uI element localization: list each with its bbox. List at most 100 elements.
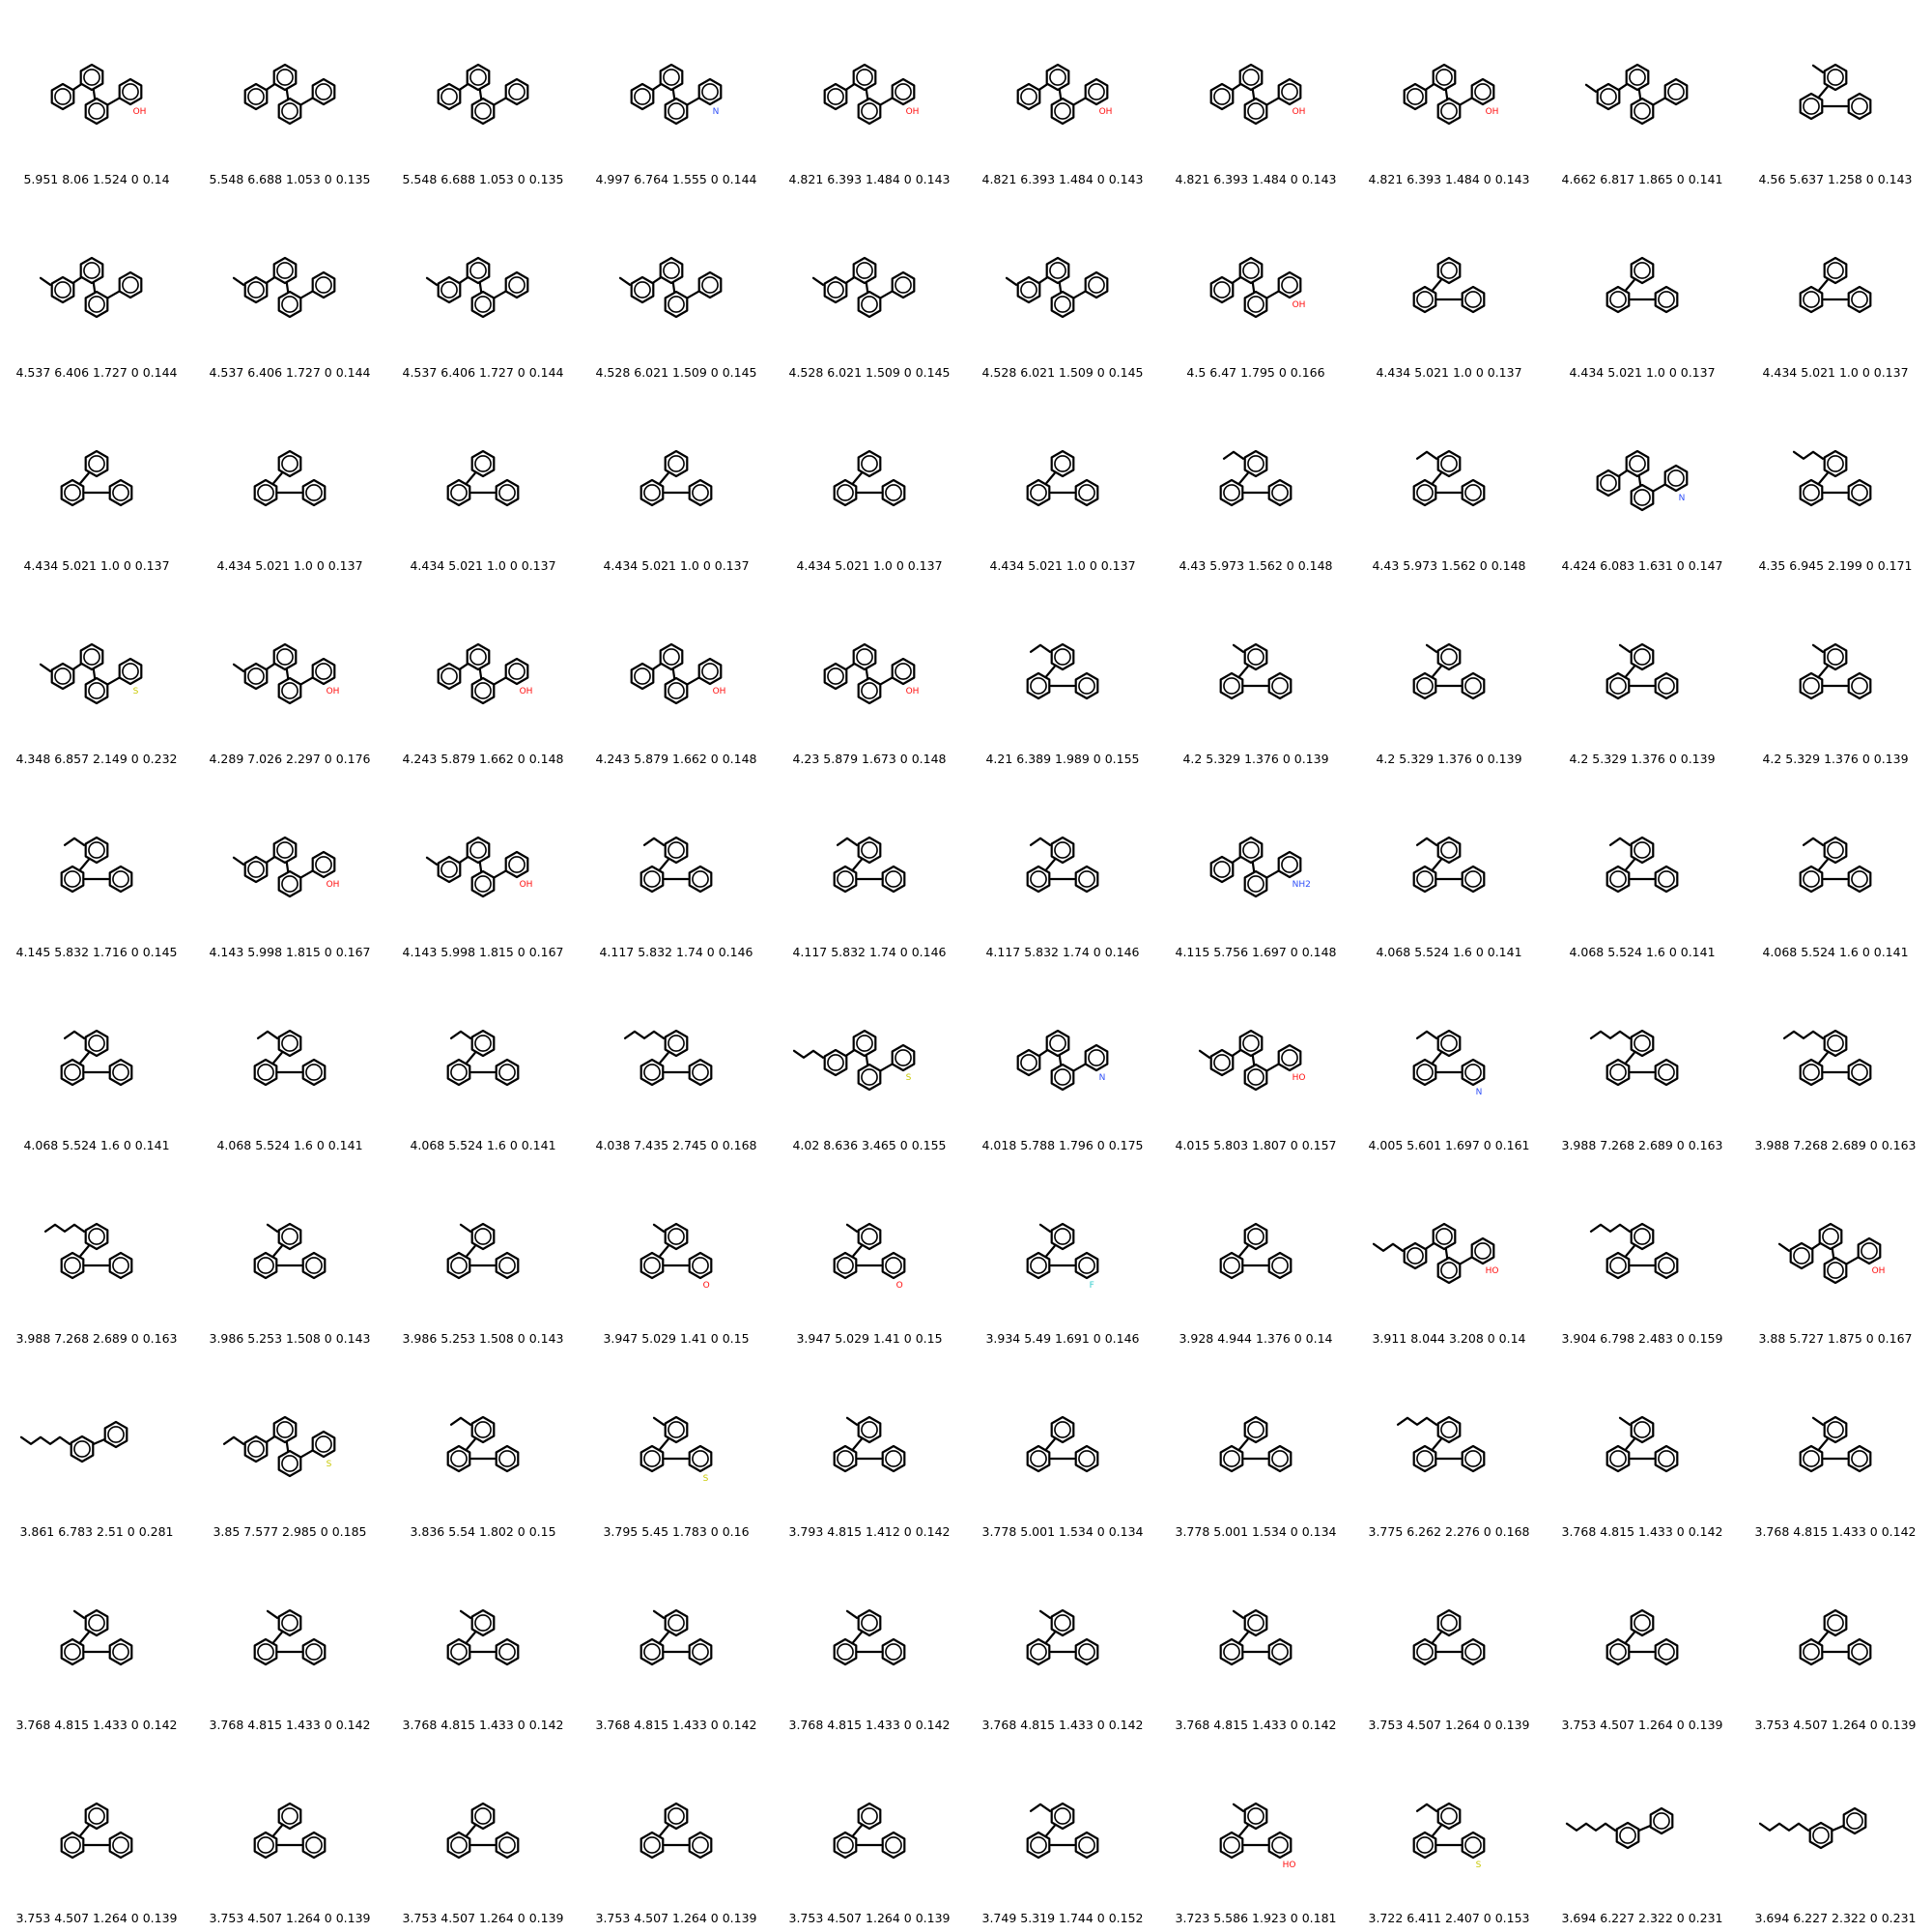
heteroatom-label: OH bbox=[327, 687, 340, 696]
aromatic-circle bbox=[1804, 678, 1819, 694]
aromatic-circle bbox=[306, 1065, 322, 1080]
molecule-structure: HO bbox=[1183, 1782, 1328, 1889]
molecule-structure bbox=[1377, 623, 1521, 729]
molecule-cell: 3.768 4.815 1.433 0 0.142 bbox=[773, 1546, 966, 1739]
aromatic-circle bbox=[65, 485, 80, 500]
aromatic-circle bbox=[1852, 1644, 1867, 1660]
molecule-score-label: 4.821 6.393 1.484 0 0.143 bbox=[1352, 172, 1546, 186]
molecule-score-label: 3.753 4.507 1.264 0 0.139 bbox=[773, 1911, 966, 1925]
heteroatom-label: OH bbox=[520, 687, 533, 696]
molecule-score-label: 3.753 4.507 1.264 0 0.139 bbox=[386, 1911, 580, 1925]
aromatic-circle bbox=[1852, 99, 1867, 114]
aromatic-circle bbox=[509, 277, 525, 293]
bond bbox=[1833, 1826, 1843, 1831]
aromatic-circle bbox=[1055, 1422, 1070, 1437]
molecule-cell: 4.537 6.406 1.727 0 0.144 bbox=[193, 193, 386, 386]
molecule-score-label: 3.988 7.268 2.689 0 0.163 bbox=[1546, 1138, 1739, 1152]
aromatic-circle bbox=[1828, 1036, 1843, 1051]
molecule-structure bbox=[217, 430, 362, 536]
bond bbox=[80, 1246, 88, 1256]
molecule-structure bbox=[24, 1396, 169, 1502]
heteroatom-label: OH bbox=[1293, 107, 1306, 117]
molecule-cell: 4.434 5.021 1.0 0 0.137 bbox=[580, 386, 773, 580]
bond bbox=[1266, 291, 1278, 298]
molecule-structure: S bbox=[797, 1009, 942, 1116]
aromatic-circle bbox=[475, 1615, 491, 1631]
molecule-score-label: 4.2 5.329 1.376 0 0.139 bbox=[1352, 752, 1546, 766]
molecule-structure bbox=[1377, 816, 1521, 923]
bond bbox=[1846, 1257, 1858, 1264]
aromatic-circle bbox=[1465, 292, 1481, 307]
bond bbox=[80, 1826, 88, 1835]
molecule-score-label: 4.434 5.021 1.0 0 0.137 bbox=[580, 558, 773, 573]
aromatic-circle bbox=[1828, 649, 1843, 665]
aromatic-circle bbox=[668, 456, 684, 471]
molecule-score-label: 3.753 4.507 1.264 0 0.139 bbox=[0, 1911, 193, 1925]
molecule-structure bbox=[604, 1009, 749, 1116]
aromatic-circle bbox=[1050, 70, 1065, 85]
carbon-chain bbox=[1031, 645, 1050, 652]
aromatic-circle bbox=[123, 277, 138, 293]
molecule-score-label: 3.753 4.507 1.264 0 0.139 bbox=[193, 1911, 386, 1925]
carbon-chain bbox=[1794, 452, 1823, 459]
heteroatom-label: O bbox=[896, 1281, 903, 1291]
aromatic-circle bbox=[1417, 678, 1433, 694]
aromatic-circle bbox=[1828, 1615, 1843, 1631]
aromatic-circle bbox=[1055, 297, 1070, 312]
molecule-cell: OH 4.143 5.998 1.815 0 0.167 bbox=[386, 773, 580, 966]
aromatic-circle bbox=[1823, 1229, 1838, 1244]
molecule-structure bbox=[1570, 43, 1715, 150]
molecule-structure: OH bbox=[411, 623, 555, 729]
carbon-chain bbox=[427, 278, 437, 285]
aromatic-circle bbox=[1089, 84, 1104, 99]
aromatic-circle bbox=[258, 1837, 273, 1853]
molecule-cell: 4.662 6.817 1.865 0 0.141 bbox=[1546, 0, 1739, 193]
bond bbox=[1819, 280, 1827, 290]
bond bbox=[94, 669, 95, 678]
aromatic-circle bbox=[693, 1451, 708, 1466]
aromatic-circle bbox=[1272, 485, 1288, 500]
carbon-chain bbox=[21, 1437, 70, 1444]
molecule-cell: S 4.02 8.636 3.465 0 0.155 bbox=[773, 966, 966, 1159]
bond bbox=[660, 860, 668, 869]
molecule-cell: HO 4.015 5.803 1.807 0 0.157 bbox=[1159, 966, 1352, 1159]
molecule-cell: 3.904 6.798 2.483 0 0.159 bbox=[1546, 1159, 1739, 1352]
carbon-chain bbox=[268, 1611, 277, 1618]
molecule-cell: 3.749 5.319 1.744 0 0.152 bbox=[966, 1739, 1159, 1932]
molecule-structure: N bbox=[1377, 1009, 1521, 1116]
bond bbox=[660, 1826, 668, 1835]
molecule-structure: OH bbox=[1183, 43, 1328, 150]
aromatic-circle bbox=[1248, 649, 1264, 665]
molecule-cell: 4.434 5.021 1.0 0 0.137 bbox=[1739, 193, 1932, 386]
aromatic-circle bbox=[1079, 1644, 1094, 1660]
aromatic-circle bbox=[857, 263, 872, 278]
bond bbox=[467, 1053, 474, 1063]
molecule-score-label: 4.115 5.756 1.697 0 0.148 bbox=[1159, 945, 1352, 959]
bond bbox=[1046, 667, 1054, 676]
aromatic-circle bbox=[1465, 1065, 1481, 1080]
carbon-chain bbox=[1200, 1051, 1209, 1058]
bond bbox=[1233, 84, 1240, 90]
aromatic-circle bbox=[1079, 871, 1094, 887]
aromatic-circle bbox=[886, 1644, 901, 1660]
molecule-score-label: 4.5 6.47 1.795 0 0.166 bbox=[1159, 365, 1352, 380]
aromatic-circle bbox=[895, 664, 911, 679]
aromatic-circle bbox=[668, 1422, 684, 1437]
aromatic-circle bbox=[1828, 1422, 1843, 1437]
molecule-structure bbox=[217, 1203, 362, 1309]
molecule-score-label: 4.143 5.998 1.815 0 0.167 bbox=[193, 945, 386, 959]
molecule-score-label: 3.928 4.944 1.376 0 0.14 bbox=[1159, 1331, 1352, 1346]
aromatic-circle bbox=[258, 485, 273, 500]
molecule-score-label: 3.795 5.45 1.783 0 0.16 bbox=[580, 1524, 773, 1539]
heteroatom-label: S bbox=[906, 1073, 912, 1083]
molecule-score-label: 4.434 5.021 1.0 0 0.137 bbox=[773, 558, 966, 573]
molecule-cell: N 4.997 6.764 1.555 0 0.144 bbox=[580, 0, 773, 193]
aromatic-circle bbox=[693, 1258, 708, 1273]
bond bbox=[1619, 470, 1627, 476]
bond bbox=[1619, 84, 1627, 90]
bond bbox=[460, 277, 468, 283]
aromatic-circle bbox=[1243, 1036, 1259, 1051]
aromatic-circle bbox=[1050, 1036, 1065, 1051]
bond bbox=[880, 98, 892, 104]
aromatic-circle bbox=[1828, 1263, 1843, 1278]
